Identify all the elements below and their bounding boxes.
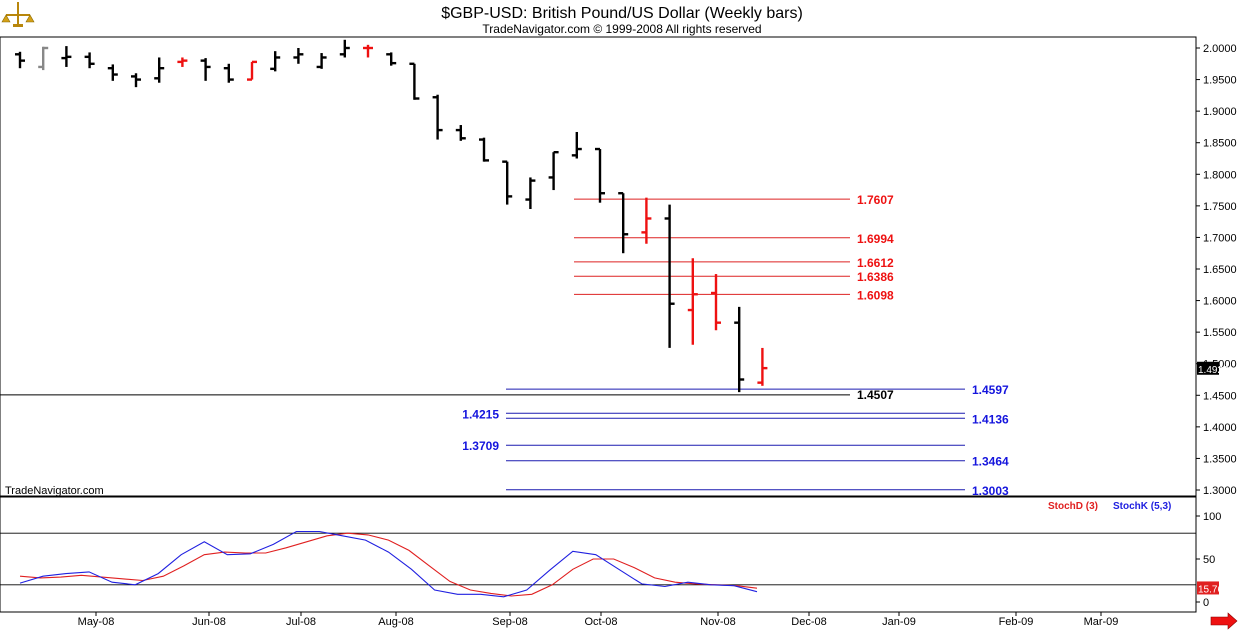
support-level-label: 1.3709 — [462, 439, 499, 453]
ohlc-bar — [502, 160, 513, 205]
ohlc-bar — [107, 64, 118, 81]
scales-icon — [1, 2, 35, 27]
ohlc-bars — [15, 39, 768, 393]
y-tick-label: 1.3000 — [1203, 485, 1237, 497]
y-tick-label: 1.9500 — [1203, 75, 1237, 87]
y-tick-label: 1.4000 — [1203, 422, 1237, 434]
fib-level-label: 1.6386 — [857, 270, 894, 284]
ohlc-bar — [455, 125, 466, 141]
x-axis: May-08 Jun-08 Jul-08 Aug-08 Sep-08 Oct-08 Nov-… — [78, 612, 1119, 628]
fib-level-label: 1.6994 — [857, 232, 894, 246]
ohlc-bar — [386, 52, 397, 66]
y-tick-label: 1.6000 — [1203, 296, 1237, 308]
x-tick-label: Sep-08 — [492, 616, 527, 628]
y-tick-label: 1.9000 — [1203, 106, 1237, 118]
ohlc-bar — [664, 204, 675, 348]
support-level-label: 1.3464 — [972, 455, 1009, 469]
y-tick-label: 2.0000 — [1203, 43, 1237, 55]
right-arrow-icon[interactable] — [1210, 612, 1238, 630]
watermark-text: TradeNavigator.com — [5, 485, 104, 497]
ohlc-bar — [200, 58, 211, 81]
x-tick-label: Oct-08 — [584, 616, 617, 628]
ohlc-bar — [711, 274, 721, 331]
ohlc-bar — [618, 192, 629, 254]
stoch-tick-label: 100 — [1203, 511, 1221, 523]
legend-stoch-d: StochD (3) — [1048, 501, 1098, 512]
ohlc-bar — [154, 57, 165, 83]
ohlc-bar — [548, 150, 559, 191]
x-tick-label: May-08 — [78, 616, 115, 628]
y-tick-label: 1.7500 — [1203, 201, 1237, 213]
x-tick-label: Feb-09 — [999, 616, 1034, 628]
x-tick-label: Aug-08 — [378, 616, 413, 628]
x-tick-label: Jun-08 — [192, 616, 226, 628]
ohlc-bar — [61, 46, 72, 67]
legend-stoch-k: StochK (5,3) — [1113, 501, 1171, 512]
copyright-text: TradeNavigator.com © 1999-2008 All right… — [482, 22, 761, 36]
y-tick-label: 1.5500 — [1203, 327, 1237, 339]
black-level-label: 1.4507 — [857, 388, 894, 402]
fib-level-label: 1.7607 — [857, 193, 894, 207]
price-y-axis: 2.0000 1.9500 1.9000 1.8500 1.8000 1.7500 1.70… — [1196, 43, 1237, 497]
ohlc-bar — [293, 48, 304, 64]
ohlc-bar — [687, 258, 698, 345]
ohlc-bar — [757, 347, 768, 386]
ohlc-bar — [525, 177, 536, 210]
ohlc-bar — [38, 46, 49, 71]
fib-level-label: 1.6612 — [857, 256, 894, 270]
ohlc-bar — [734, 306, 745, 393]
stoch-tick-label: 50 — [1203, 554, 1215, 566]
stoch-panel — [0, 496, 1197, 613]
stoch-y-axis: 100 50 0 15.76 — [0, 511, 1223, 609]
last-price-label: 1.4920 — [1198, 365, 1229, 376]
x-tick-label: Mar-09 — [1084, 616, 1119, 628]
support-level-label: 1.4597 — [972, 383, 1009, 397]
support-level-label: 1.3003 — [972, 484, 1009, 498]
ohlc-bar — [571, 131, 582, 159]
y-tick-label: 1.8000 — [1203, 169, 1237, 181]
stoch-tick-label: 0 — [1203, 597, 1209, 609]
stoch-lines — [19, 530, 758, 598]
stoch-k-line — [19, 530, 758, 598]
ohlc-bar — [84, 52, 95, 69]
ohlc-bar — [15, 51, 25, 69]
ohlc-bar — [316, 53, 327, 69]
ohlc-bar — [432, 94, 443, 140]
stoch-last-marker — [1197, 581, 1219, 595]
chart-title: $GBP-USD: British Pound/US Dollar (Weekl… — [441, 5, 803, 22]
stoch-last-label: 15.76 — [1198, 584, 1223, 595]
y-tick-label: 1.3500 — [1203, 453, 1237, 465]
stoch-d-line — [19, 532, 758, 597]
y-tick-label: 1.7000 — [1203, 232, 1237, 244]
x-tick-label: Jul-08 — [286, 616, 316, 628]
x-tick-label: Jan-09 — [882, 616, 916, 628]
last-price-marker — [1197, 361, 1219, 375]
ohlc-bar — [270, 51, 281, 72]
y-tick-label: 1.6500 — [1203, 264, 1237, 276]
ohlc-bar — [247, 60, 257, 81]
support-level-label: 1.4136 — [972, 412, 1009, 426]
ohlc-bar — [223, 63, 234, 83]
ohlc-bar — [595, 147, 605, 203]
y-tick-label: 1.8500 — [1203, 138, 1237, 150]
fib-level-label: 1.6098 — [857, 288, 894, 302]
y-tick-label: 1.4500 — [1203, 390, 1237, 402]
ohlc-bar — [409, 62, 420, 100]
ohlc-bar — [479, 137, 489, 162]
x-tick-label: Dec-08 — [791, 616, 826, 628]
ohlc-bar — [339, 39, 350, 58]
price-panel — [0, 36, 1197, 497]
ohlc-bar — [177, 57, 188, 67]
ohlc-bar — [641, 197, 652, 244]
ohlc-bar — [131, 73, 141, 88]
x-tick-label: Nov-08 — [700, 616, 735, 628]
support-level-label: 1.4215 — [462, 407, 499, 421]
ohlc-bar — [363, 44, 373, 58]
